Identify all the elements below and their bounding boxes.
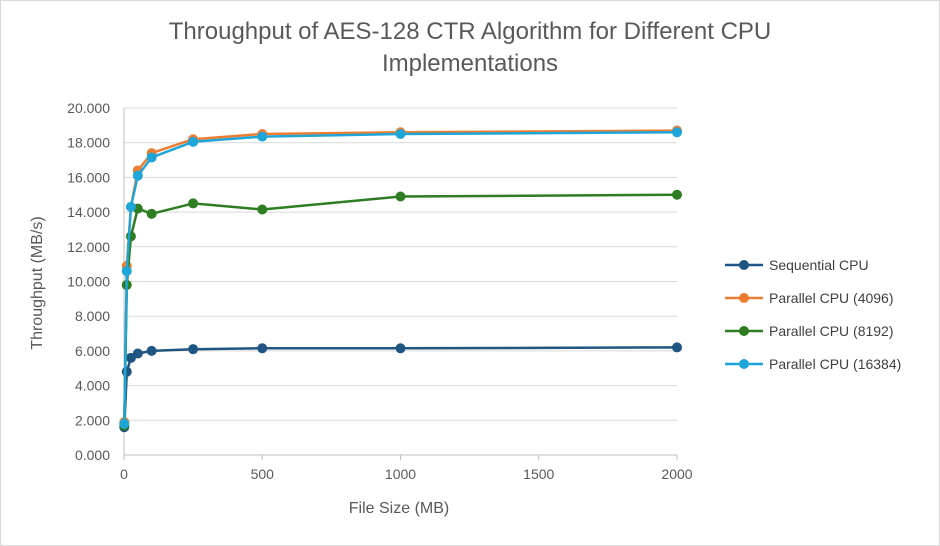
data-point: [146, 345, 157, 356]
data-point: [395, 129, 406, 140]
data-point: [125, 231, 136, 242]
series-4: [119, 127, 682, 429]
series-3: [119, 189, 682, 431]
data-point: [146, 208, 157, 219]
x-tick-labels: 0 500 1000 1500 2000: [120, 466, 693, 482]
x-axis-title: File Size (MB): [349, 500, 449, 517]
data-point: [132, 170, 143, 181]
y-tick-label: 10.000: [67, 274, 110, 290]
chart-title: Throughput of AES-128 CTR Algorithm for …: [0, 16, 940, 80]
y-tick-label: 20.000: [67, 100, 110, 116]
data-point: [132, 348, 143, 359]
legend-item: Parallel CPU (4096): [725, 290, 894, 306]
data-point: [188, 198, 199, 209]
chart-title-line1: Throughput of AES-128 CTR Algorithm for …: [168, 18, 772, 45]
y-tick-labels: 0.000 2.000 4.000 6.000 8.000 10.000 12.000 14.…: [67, 100, 110, 463]
y-axis-title: Throughput (MB/s): [29, 216, 46, 349]
x-tick-label: 2000: [661, 466, 692, 482]
y-tick-label: 16.000: [67, 169, 110, 185]
legend-item: Parallel CPU (8192): [725, 323, 894, 339]
legend-label: Sequential CPU: [769, 257, 869, 273]
series-group: [119, 125, 682, 433]
chart-title-line2: Implementations: [381, 50, 559, 77]
y-tick-label: 2.000: [75, 412, 110, 428]
data-point: [119, 418, 130, 429]
legend: Sequential CPU Parallel CPU (4096) Paralle…: [725, 257, 901, 372]
legend-marker: [739, 260, 749, 270]
axes: [123, 108, 678, 460]
data-point: [257, 131, 268, 142]
data-point: [121, 366, 132, 377]
y-tick-label: 4.000: [75, 378, 110, 394]
series-1: [119, 342, 682, 433]
grid-lines: [124, 107, 677, 421]
x-tick-label: 0: [120, 466, 128, 482]
data-point: [672, 189, 682, 200]
series-2: [119, 125, 682, 428]
data-point: [672, 342, 682, 353]
y-tick-label: 12.000: [67, 239, 110, 255]
y-tick-label: 14.000: [67, 204, 110, 220]
data-point: [395, 343, 406, 354]
y-tick-label: 0.000: [75, 447, 110, 463]
series-line: [123, 346, 678, 428]
y-tick-label: 6.000: [75, 343, 110, 359]
legend-marker: [739, 293, 749, 303]
data-point: [188, 344, 199, 355]
data-point: [257, 204, 268, 215]
legend-marker: [739, 326, 749, 336]
legend-item: Sequential CPU: [725, 257, 869, 273]
data-point: [121, 266, 132, 277]
x-tick-label: 1500: [523, 466, 554, 482]
series-line: [123, 193, 678, 426]
legend-label: Parallel CPU (4096): [769, 290, 894, 306]
data-point: [395, 191, 406, 202]
legend-label: Parallel CPU (16384): [769, 356, 901, 372]
data-point: [125, 201, 136, 212]
y-tick-label: 8.000: [75, 308, 110, 324]
legend-label: Parallel CPU (8192): [769, 323, 894, 339]
series-line: [123, 129, 678, 423]
series-line: [123, 131, 678, 424]
x-tick-label: 1000: [385, 466, 416, 482]
data-point: [672, 127, 682, 138]
legend-item: Parallel CPU (16384): [725, 356, 901, 372]
data-point: [146, 152, 157, 163]
y-tick-label: 18.000: [67, 135, 110, 151]
x-tick-label: 500: [251, 466, 275, 482]
data-point: [188, 136, 199, 147]
legend-marker: [739, 359, 749, 369]
data-point: [257, 343, 268, 354]
